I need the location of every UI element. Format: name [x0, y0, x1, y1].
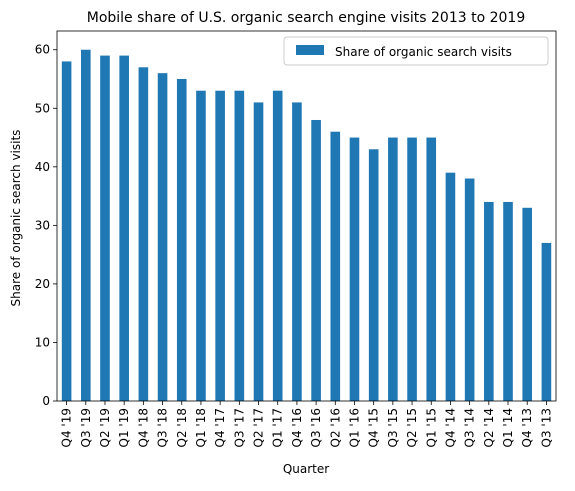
- x-tick-label: Q4 '19: [60, 408, 74, 447]
- bar: [61, 61, 72, 401]
- x-tick-label: Q4 '14: [443, 408, 457, 447]
- y-tick-label: 40: [35, 160, 50, 174]
- x-tick-label: Q2 '18: [175, 408, 189, 447]
- bars-group: [61, 49, 552, 402]
- legend-label: Share of organic search visits: [335, 45, 512, 59]
- chart-title: Mobile share of U.S. organic search engi…: [87, 10, 525, 26]
- bar: [522, 207, 533, 401]
- bar: [368, 149, 379, 401]
- x-tick-label: Q3 '19: [79, 408, 93, 447]
- y-axis-label: Share of organic search visits: [9, 130, 23, 307]
- bar: [541, 242, 552, 401]
- x-tick-label: Q4 '16: [290, 408, 304, 447]
- x-tick-label: Q2 '16: [328, 408, 342, 447]
- bar: [349, 137, 360, 402]
- bar: [215, 90, 225, 401]
- x-tick-label: Q1 '19: [117, 408, 131, 447]
- legend: Share of organic search visits: [283, 36, 549, 66]
- bar: [119, 55, 129, 402]
- x-tick-label: Q3 '14: [463, 408, 477, 447]
- x-tick-label: Q2 '17: [252, 408, 266, 447]
- bar: [253, 102, 264, 402]
- x-tick-label: Q3 '15: [386, 408, 400, 447]
- x-tick-label: Q2 '15: [405, 408, 419, 447]
- y-tick-label: 30: [35, 218, 50, 232]
- y-tick-label: 50: [35, 101, 50, 115]
- x-tick-label: Q4 '18: [136, 408, 150, 447]
- bar: [330, 131, 341, 401]
- bar: [80, 49, 91, 401]
- x-tick-label: Q1 '15: [424, 408, 438, 447]
- x-tick-label: Q3 '13: [539, 408, 553, 447]
- x-tick-label: Q1 '14: [501, 408, 515, 447]
- y-tick-label: 10: [35, 335, 50, 349]
- plot-frame: [56, 30, 557, 402]
- bar: [272, 90, 283, 401]
- bar: [503, 201, 513, 401]
- x-tick-label: Q3 '17: [232, 408, 246, 447]
- x-tick-label: Q4 '13: [520, 408, 534, 447]
- legend-box: [283, 36, 549, 66]
- x-tick-label: Q2 '14: [482, 408, 496, 447]
- y-tick-label: 60: [35, 43, 50, 57]
- x-tick-label: Q3 '16: [309, 408, 323, 447]
- y-axis-ticks: 0 10 20 30 40 50 60: [35, 43, 57, 408]
- x-tick-label: Q4 '15: [367, 408, 381, 447]
- bar: [484, 201, 494, 401]
- bar: [311, 119, 321, 402]
- x-axis-ticks: Q4 '19 Q3 '19 Q2 '19 Q1 '19 Q4 '18 Q3 '18 Q2 '…: [60, 401, 553, 447]
- bar: [464, 178, 475, 401]
- x-tick-label: Q1 '16: [347, 408, 361, 447]
- bar: [196, 90, 206, 401]
- bar: [176, 79, 187, 401]
- x-tick-label: Q3 '18: [156, 408, 170, 447]
- bar: [407, 137, 417, 402]
- bar: [100, 55, 110, 402]
- legend-swatch: [296, 45, 324, 55]
- bar: [445, 172, 456, 401]
- bar: [157, 73, 168, 402]
- bar: [292, 102, 302, 402]
- x-tick-label: Q2 '19: [98, 408, 112, 447]
- x-axis-label: Quarter: [283, 462, 329, 476]
- y-tick-label: 20: [35, 277, 50, 291]
- x-tick-label: Q4 '17: [213, 408, 227, 447]
- bar: [426, 137, 437, 402]
- bar: [138, 67, 149, 402]
- y-tick-label: 0: [42, 394, 50, 408]
- x-tick-label: Q1 '17: [271, 408, 285, 447]
- bar: [234, 90, 245, 401]
- x-tick-label: Q1 '18: [194, 408, 208, 447]
- bar: [388, 137, 398, 402]
